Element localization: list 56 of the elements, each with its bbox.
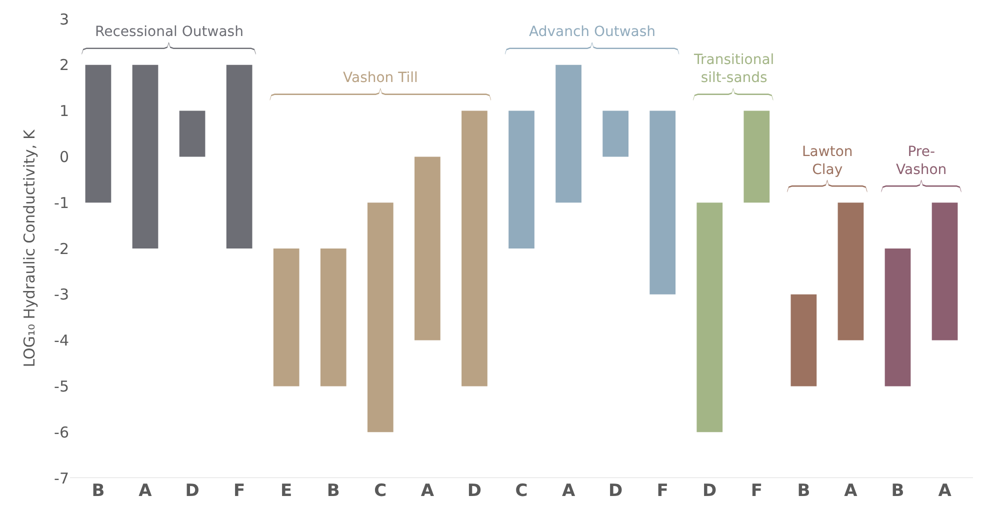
y-tick-label: 0 (59, 148, 69, 166)
x-tick-label: B (92, 481, 105, 501)
x-tick-label: A (844, 481, 858, 501)
x-tick-label: C (374, 481, 387, 501)
bar (367, 202, 394, 432)
annotation: Lawton Clay (802, 144, 853, 178)
bar (744, 110, 770, 203)
x-tick-label: A (562, 481, 576, 501)
y-tick-label: -6 (54, 423, 69, 442)
x-tick-label: D (608, 481, 623, 501)
bar (696, 202, 723, 432)
annotation: Transitional silt-sands (693, 52, 774, 86)
bar (556, 64, 582, 203)
bar (320, 248, 346, 386)
y-tick-label: 3 (59, 10, 69, 28)
y-tick-label: 1 (59, 102, 69, 120)
x-tick-label: D (467, 481, 482, 501)
y-tick-label: -5 (54, 377, 69, 396)
y-axis-title: LOG₁₀ Hydraulic Conductivity, K (20, 128, 38, 368)
bar (838, 202, 864, 340)
x-tick-label: A (420, 481, 435, 501)
y-tick-label: -7 (54, 469, 69, 488)
bar (790, 294, 817, 386)
x-tick-label: E (280, 481, 292, 501)
bar (414, 156, 440, 340)
x-tick-label: D (702, 481, 717, 501)
x-tick-label: B (891, 481, 904, 501)
annotation: Vashon Till (343, 70, 418, 86)
bar (650, 110, 676, 294)
bar (85, 64, 112, 203)
y-tick-label: 2 (59, 56, 69, 74)
x-tick-label: B (326, 481, 340, 501)
bar (273, 248, 300, 386)
x-tick-label: F (656, 481, 668, 501)
x-tick-label: B (797, 481, 810, 501)
annotation: Pre- Vashon (896, 144, 947, 178)
x-tick-label: A (138, 481, 153, 501)
x-tick-label: F (233, 481, 246, 501)
x-tick-label: C (515, 481, 528, 501)
x-tick-label: A (938, 481, 952, 501)
bar (602, 110, 628, 157)
bar (932, 202, 958, 340)
bar (226, 64, 252, 248)
y-tick-label: -1 (54, 194, 69, 212)
bar (508, 110, 534, 248)
y-tick-label: -3 (54, 286, 69, 304)
x-tick-label: F (750, 481, 762, 501)
annotation: Recessional Outwash (95, 24, 244, 40)
annotation: Advanch Outwash (529, 24, 656, 40)
y-tick-label: -4 (54, 332, 69, 350)
x-tick-label: D (185, 481, 200, 501)
bar (884, 248, 911, 386)
bar (179, 110, 206, 157)
bar (462, 110, 488, 386)
bar (132, 64, 158, 248)
y-tick-label: -2 (54, 240, 69, 258)
